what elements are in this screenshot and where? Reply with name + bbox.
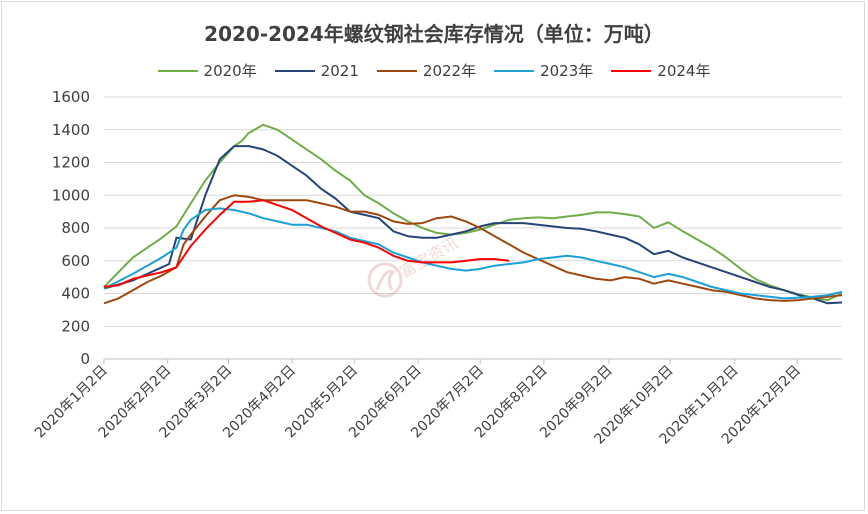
legend-item: 2023年 bbox=[494, 60, 593, 81]
y-tick-label: 1600 bbox=[52, 88, 90, 106]
series-line bbox=[103, 123, 843, 302]
chart-legend: 2020年 2021 2022年 2023年 2024年 bbox=[0, 60, 868, 81]
legend-swatch bbox=[376, 69, 417, 72]
y-tick-label: 200 bbox=[61, 317, 90, 335]
legend-swatch bbox=[494, 69, 535, 72]
y-tick-label: 400 bbox=[61, 285, 90, 303]
legend-swatch bbox=[157, 69, 198, 72]
y-tick-label: 800 bbox=[61, 219, 90, 237]
legend-item: 2021 bbox=[274, 60, 359, 81]
legend-swatch bbox=[274, 69, 315, 72]
legend-label: 2022年 bbox=[422, 62, 477, 80]
y-tick-label: 1000 bbox=[52, 186, 90, 204]
y-tick-label: 600 bbox=[61, 252, 90, 270]
legend-item: 2022年 bbox=[376, 60, 477, 81]
series-line bbox=[103, 207, 843, 300]
legend-label: 2023年 bbox=[540, 62, 594, 80]
chart-title: 2020-2024年螺纹钢社会库存情况（单位：万吨） bbox=[204, 22, 664, 46]
y-tick-label: 0 bbox=[80, 350, 90, 368]
series-line bbox=[103, 194, 843, 305]
y-tick-label: 1400 bbox=[52, 121, 90, 139]
legend-swatch bbox=[611, 69, 652, 72]
legend-label: 2020年 bbox=[203, 62, 257, 80]
legend-label: 2021 bbox=[320, 61, 359, 80]
legend-label: 2024年 bbox=[657, 62, 711, 80]
legend-item: 2020年 bbox=[157, 60, 257, 81]
series-line bbox=[103, 199, 510, 288]
watermark: 富宝资讯 bbox=[367, 233, 461, 298]
series-line bbox=[103, 145, 843, 305]
y-tick-label: 1200 bbox=[52, 154, 90, 172]
legend-item: 2024年 bbox=[611, 60, 710, 81]
